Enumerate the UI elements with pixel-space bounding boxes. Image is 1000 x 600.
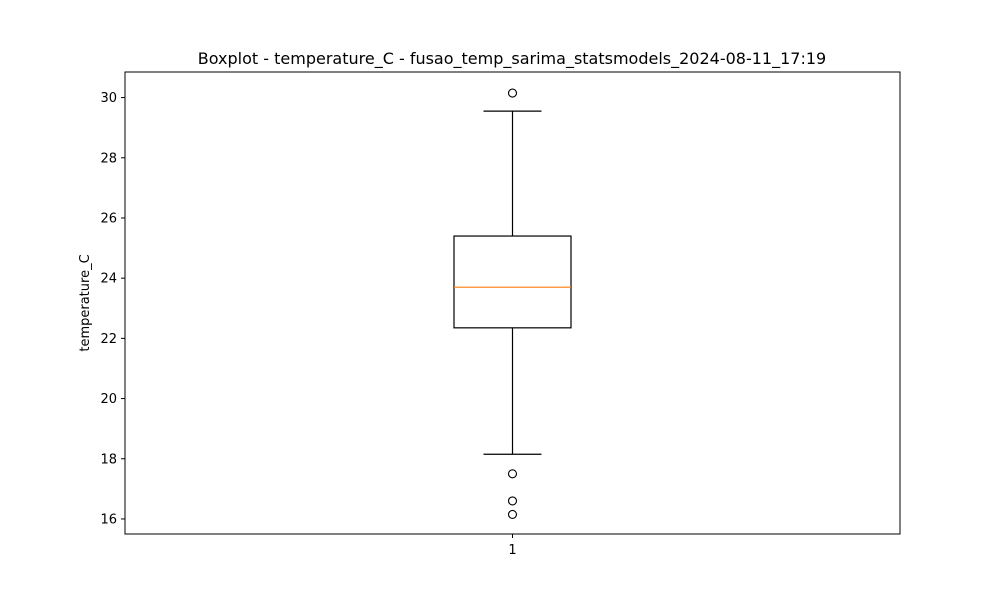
y-tick-label: 30 (100, 91, 117, 106)
y-tick-label: 22 (100, 332, 117, 347)
axes-frame (124, 71, 901, 535)
y-tick-label: 18 (100, 452, 117, 467)
outlier-point (507, 469, 518, 479)
y-tick-label: 28 (100, 151, 117, 166)
outlier-point (507, 496, 518, 506)
y-tick-label: 26 (100, 211, 117, 226)
chart-title: Boxplot - temperature_C - fusao_temp_sar… (198, 49, 826, 69)
y-tick-label: 24 (100, 272, 117, 287)
outlier-point (507, 88, 518, 98)
y-axis-label: temperature_C (78, 254, 93, 351)
x-tick-label: 1 (508, 543, 516, 558)
y-tick-label: 20 (100, 392, 117, 407)
outlier-point (507, 509, 518, 519)
iqr-box (453, 235, 572, 329)
y-tick-label: 16 (100, 512, 117, 527)
plot-area: 16 18 20 22 24 26 28 30 1 (100, 71, 901, 558)
